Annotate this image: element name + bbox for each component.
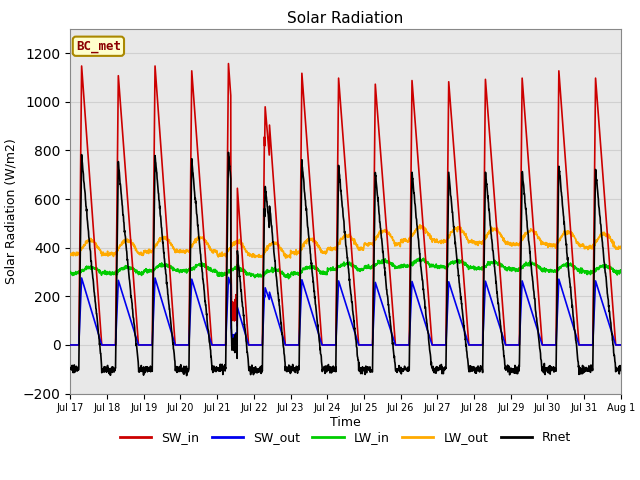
SW_in	[617, 342, 625, 348]
Y-axis label: Solar Radiation (W/m2): Solar Radiation (W/m2)	[4, 138, 17, 284]
SW_in	[67, 342, 74, 348]
SW_out	[374, 287, 381, 292]
SW_in	[220, 342, 228, 348]
Line: LW_out: LW_out	[70, 225, 621, 258]
LW_in	[569, 262, 577, 267]
Rnet	[374, 198, 381, 204]
SW_in	[374, 111, 381, 117]
Rnet	[225, 149, 232, 155]
LW_in	[67, 269, 74, 275]
SW_out	[584, 342, 591, 348]
LW_in	[416, 255, 424, 261]
SW_out	[362, 342, 369, 348]
Line: SW_out: SW_out	[70, 277, 621, 345]
LW_in	[285, 276, 292, 282]
LW_out	[417, 222, 424, 228]
SW_in	[506, 342, 513, 348]
Title: Solar Radiation: Solar Radiation	[287, 11, 404, 26]
LW_out	[506, 242, 514, 248]
LW_out	[617, 245, 625, 251]
Rnet	[617, 367, 625, 373]
X-axis label: Time: Time	[330, 416, 361, 429]
LW_out	[67, 252, 74, 257]
SW_out	[506, 342, 513, 348]
LW_out	[374, 234, 381, 240]
SW_in	[225, 60, 232, 66]
SW_in	[568, 252, 576, 258]
Rnet	[67, 366, 74, 372]
LW_in	[220, 271, 228, 277]
LW_in	[374, 261, 381, 267]
LW_out	[362, 241, 369, 247]
SW_out	[67, 342, 74, 348]
LW_out	[282, 255, 289, 261]
LW_out	[569, 232, 577, 238]
LW_out	[220, 252, 228, 258]
LW_in	[584, 271, 592, 277]
SW_in	[362, 342, 369, 348]
SW_in	[584, 342, 591, 348]
LW_in	[617, 267, 625, 273]
Rnet	[506, 368, 514, 373]
Rnet	[584, 366, 592, 372]
Line: SW_in: SW_in	[70, 63, 621, 345]
Rnet	[362, 363, 370, 369]
LW_in	[506, 266, 514, 272]
SW_out	[225, 275, 232, 280]
Text: BC_met: BC_met	[76, 40, 121, 53]
Line: Rnet: Rnet	[70, 152, 621, 376]
SW_out	[617, 342, 625, 348]
Legend: SW_in, SW_out, LW_in, LW_out, Rnet: SW_in, SW_out, LW_in, LW_out, Rnet	[115, 426, 576, 449]
SW_out	[220, 342, 228, 348]
LW_in	[362, 264, 369, 270]
Rnet	[183, 373, 191, 379]
Line: LW_in: LW_in	[70, 258, 621, 279]
Rnet	[569, 306, 577, 312]
Rnet	[220, 368, 228, 373]
LW_out	[584, 247, 592, 252]
SW_out	[568, 321, 576, 326]
